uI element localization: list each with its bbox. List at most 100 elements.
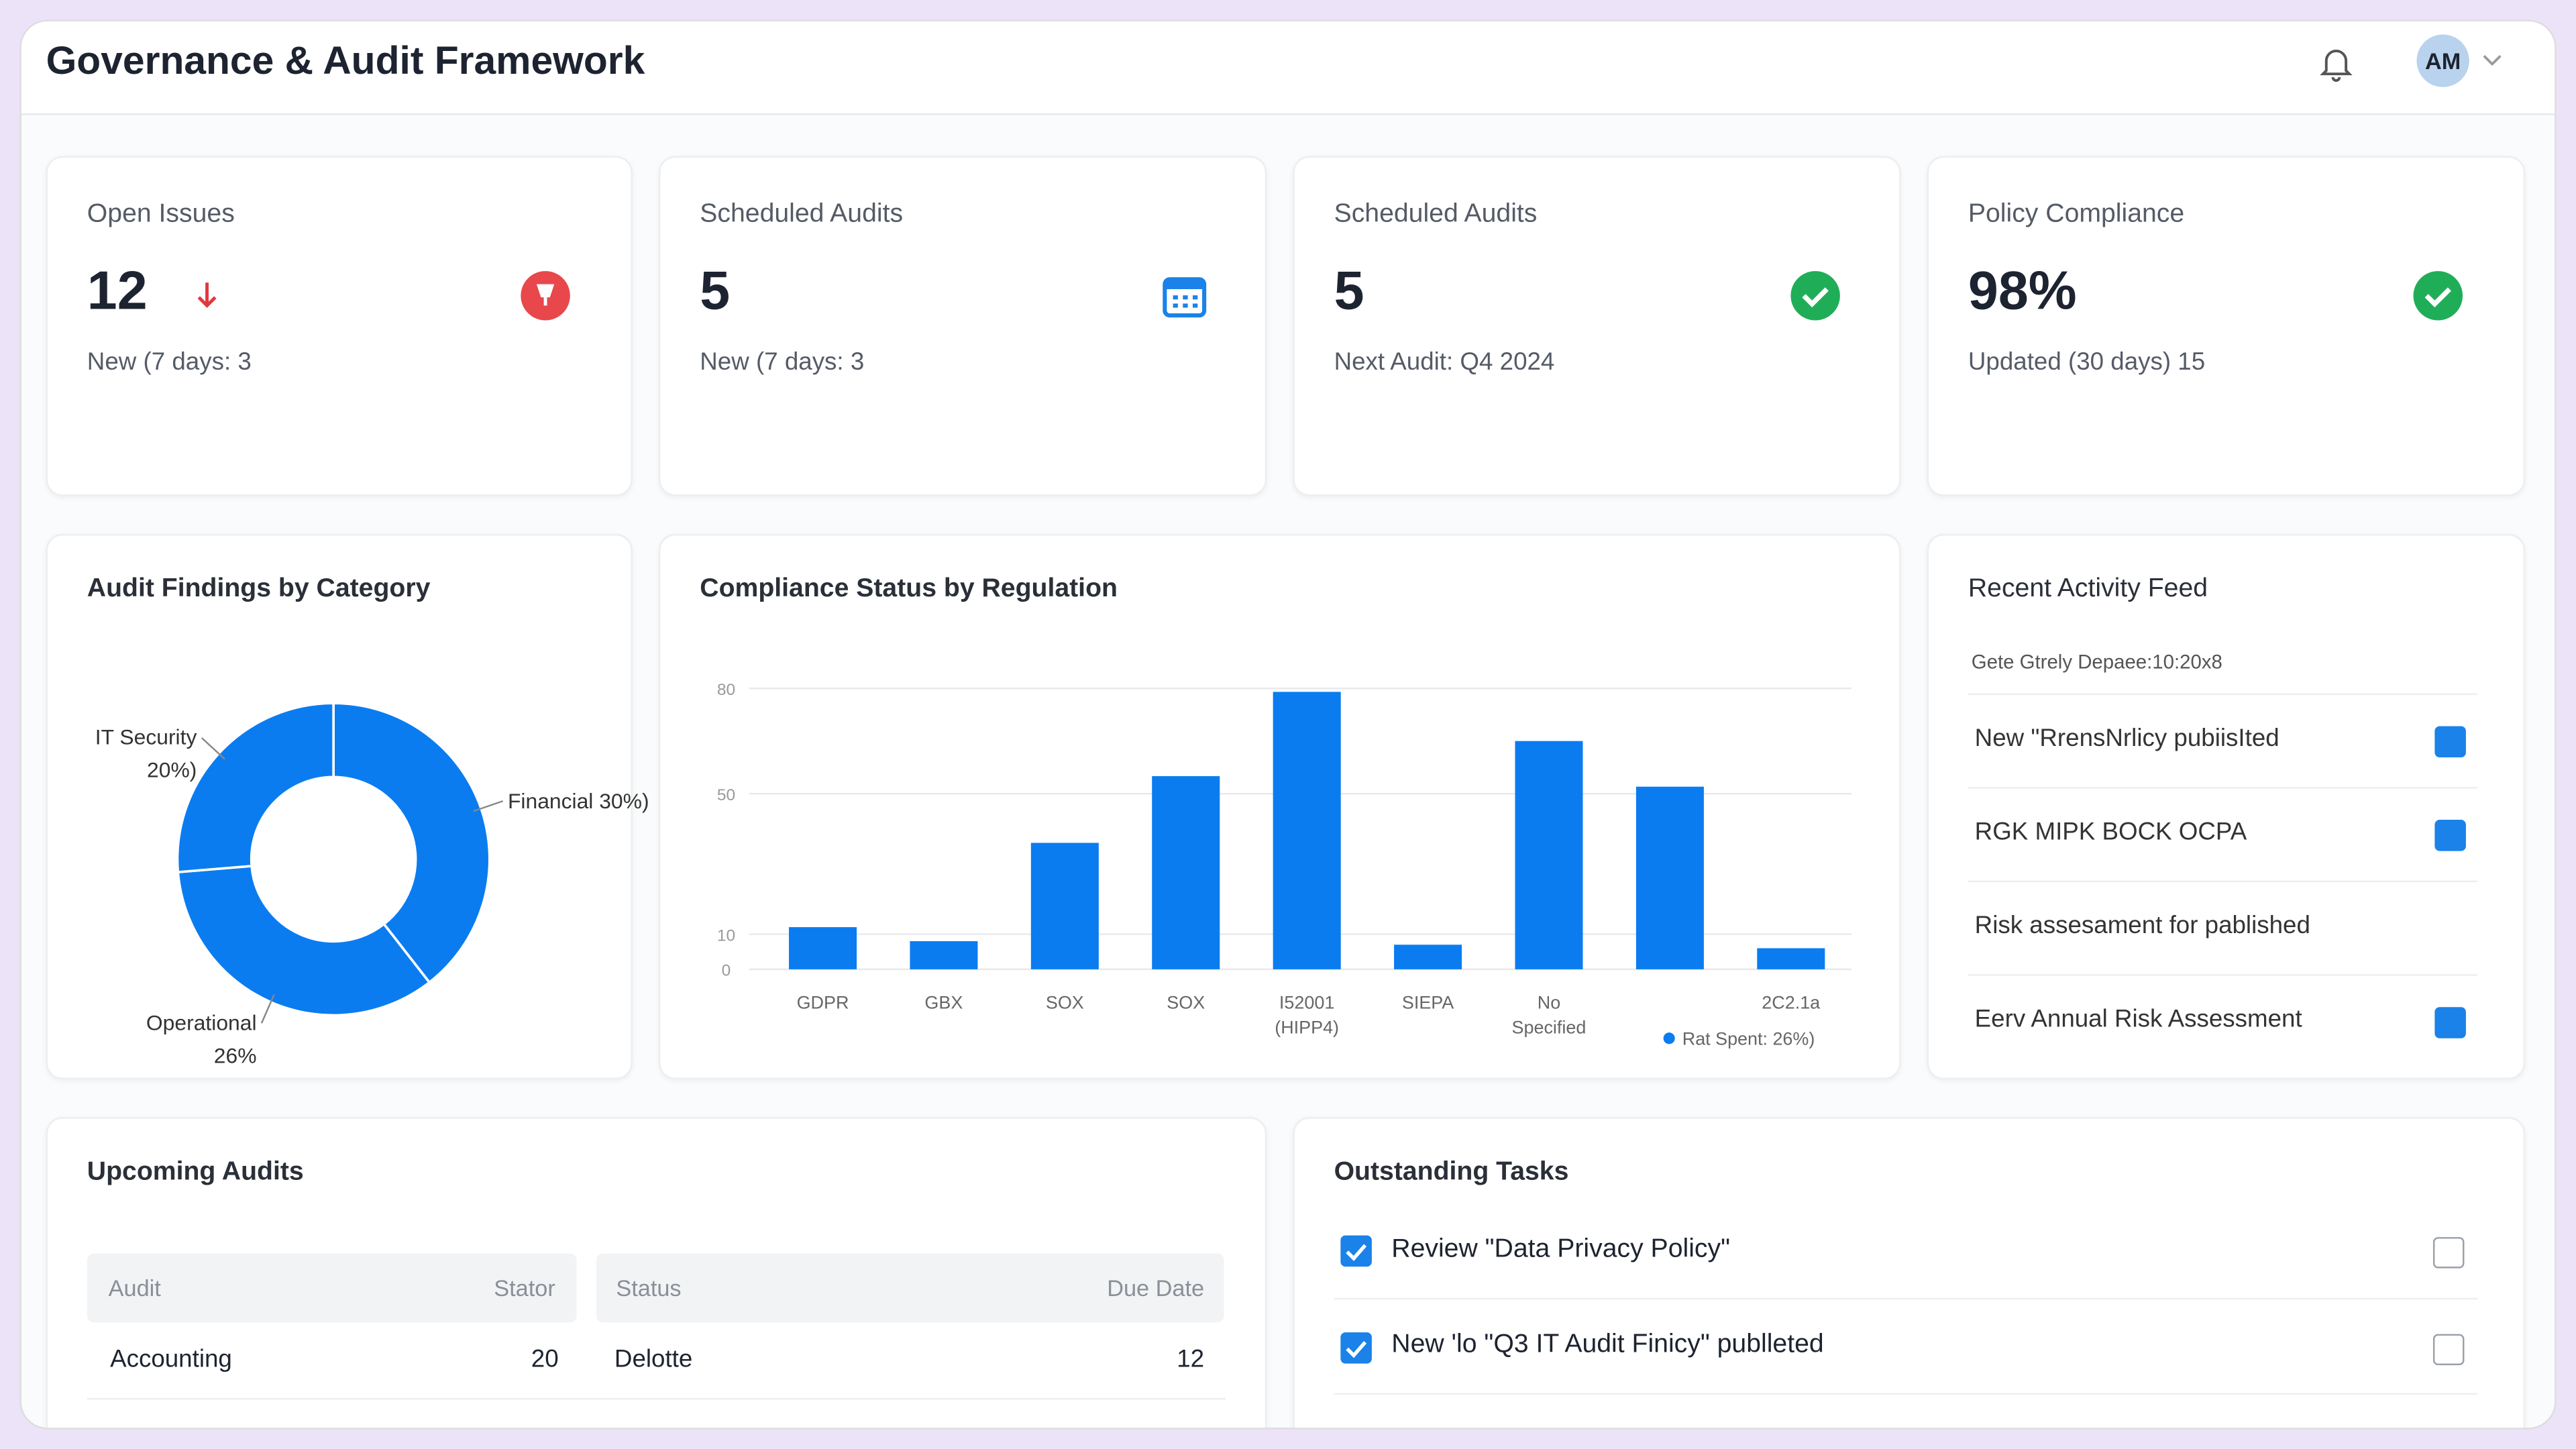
column-header: Audit <box>108 1275 161 1301</box>
leader-line <box>260 994 275 1024</box>
feed-icon[interactable] <box>2434 1007 2466 1038</box>
alert-icon <box>521 271 570 321</box>
kpi-card: Policy Compliance 98% Updated (30 days) … <box>1927 156 2526 496</box>
bar <box>1757 948 1825 969</box>
bar-chart: 0 10 50 80 Rat Spent: 26%) <box>717 681 1852 1049</box>
path <box>1346 1244 1367 1261</box>
check-icon <box>2413 271 2463 321</box>
feed-item[interactable]: New "RrensNrlicy pubiisIted <box>1974 724 2279 753</box>
x-tick-label: GDPR <box>796 994 849 1014</box>
checkbox[interactable] <box>2432 1237 2465 1269</box>
findings-card: Audit Findings by Category Financial 30%… <box>46 533 649 1079</box>
check-icon <box>1790 271 1840 321</box>
avatar[interactable]: AM <box>2416 34 2469 87</box>
activity-card: Recent Activity Feed Gete Gtrely Depaee:… <box>1927 533 2526 1079</box>
slice-label: IT Security 20%) <box>95 724 197 783</box>
task-text: Review "Data Privacy Policy" <box>1391 1235 1731 1264</box>
y-tick-label: 10 <box>717 926 735 945</box>
table-cell: Accounting <box>110 1345 232 1374</box>
slice-label: Operational 26% <box>146 1010 257 1068</box>
x-tick-label: SOX <box>1167 994 1205 1014</box>
x-tick-label: SIEPA <box>1401 994 1454 1014</box>
path <box>197 282 217 308</box>
table-header: Status Due Date <box>596 1253 1224 1323</box>
donut-segment <box>176 702 335 874</box>
x-tick-label: SOX <box>1045 994 1084 1014</box>
kpi-title: Scheduled Audits <box>700 200 904 229</box>
leader-line <box>473 800 504 812</box>
table-cell: 12 <box>1177 1345 1205 1374</box>
kpi-card: Open Issues 12 New (7 days: 3 <box>46 156 633 496</box>
y-tick-label: 0 <box>722 962 731 980</box>
path <box>1173 295 1198 308</box>
circle <box>2413 271 2463 321</box>
bar <box>1515 741 1583 969</box>
compliance-card: Compliance Status by Regulation 0 10 50 80 R… <box>659 533 1901 1079</box>
donut-segment <box>176 864 431 1017</box>
legend-label: Rat Spent: 26%) <box>1682 1029 1815 1049</box>
separator <box>1334 1297 2478 1300</box>
path <box>536 284 555 306</box>
card-title: Compliance Status by Regulation <box>700 575 1118 603</box>
down-arrow <box>197 282 217 308</box>
feed-item[interactable]: Risk assesament for pablished <box>1974 912 2310 940</box>
card-title: Recent Activity Feed <box>1968 575 2208 603</box>
chevron[interactable] <box>2482 54 2502 68</box>
header: Governance & Audit Framework AM <box>21 21 2555 115</box>
table-header: Audit Stator <box>87 1253 577 1323</box>
bar <box>1394 945 1462 969</box>
window: Governance & Audit Framework AM Open Iss… <box>21 21 2555 1428</box>
kpi-subtitle: New (7 days: 3 <box>87 348 252 376</box>
feed-icon[interactable] <box>2434 820 2466 851</box>
checkbox-checked[interactable] <box>1340 1332 1372 1364</box>
feed-icon[interactable] <box>2434 726 2466 757</box>
x-tick-label: 2C2.1a <box>1762 994 1821 1014</box>
table-cell: Delotte <box>614 1345 693 1374</box>
column-header: Stator <box>494 1275 555 1301</box>
separator <box>1968 693 2478 695</box>
kpi-title: Scheduled Audits <box>1334 200 1538 229</box>
kpi-value: 12 <box>87 259 148 321</box>
checkbox-checked[interactable] <box>1340 1235 1372 1267</box>
legend-dot <box>1663 1032 1675 1044</box>
card-title: Outstanding Tasks <box>1334 1158 1569 1187</box>
card-title: Upcoming Audits <box>87 1158 304 1187</box>
card-title: Audit Findings by Category <box>87 575 431 603</box>
donut-chart <box>176 702 504 1024</box>
x-tick-label: I52001 (HIPP4) <box>1275 994 1340 1038</box>
app-title: Governance & Audit Framework <box>46 39 645 84</box>
rect <box>1165 279 1205 290</box>
bar <box>1030 843 1099 969</box>
calendar-icon <box>1163 277 1207 318</box>
kpi-subtitle: New (7 days: 3 <box>700 348 865 376</box>
check-mark <box>1346 1244 1367 1261</box>
feed-subtitle: Gete Gtrely Depaee:10:20x8 <box>1971 650 2222 674</box>
kpi-subtitle: Updated (30 days) 15 <box>1968 348 2206 376</box>
separator <box>1968 880 2478 883</box>
check-mark <box>1346 1341 1367 1358</box>
column-header: Status <box>616 1275 682 1301</box>
bar <box>789 927 857 969</box>
circle <box>1790 271 1840 321</box>
kpi-card: Scheduled Audits 5 Next Audit: Q4 2024 <box>1293 156 1901 496</box>
x-tick-label: GBX <box>924 994 963 1014</box>
separator <box>1968 787 2478 789</box>
rect <box>1163 277 1207 318</box>
feed-item[interactable]: RGK MIPK BOCK OCPA <box>1974 818 2247 847</box>
checkbox[interactable] <box>2432 1334 2465 1366</box>
kpi-value: 5 <box>1334 259 1364 321</box>
column-header: Due Date <box>1107 1275 1205 1301</box>
bell-icon[interactable] <box>2320 46 2353 83</box>
feed-item[interactable]: Eerv Annual Risk Assessment <box>1974 1005 2302 1034</box>
y-tick-label: 80 <box>717 681 735 699</box>
separator <box>1334 1393 2478 1395</box>
path <box>2320 50 2353 82</box>
kpi-subtitle: Next Audit: Q4 2024 <box>1334 348 1555 376</box>
table-cell: 20 <box>531 1345 559 1374</box>
path <box>1802 287 1829 308</box>
bar <box>1273 692 1341 969</box>
kpi-card: Scheduled Audits 5 New (7 days: 3 <box>659 156 1267 496</box>
kpi-title: Open Issues <box>87 200 235 229</box>
